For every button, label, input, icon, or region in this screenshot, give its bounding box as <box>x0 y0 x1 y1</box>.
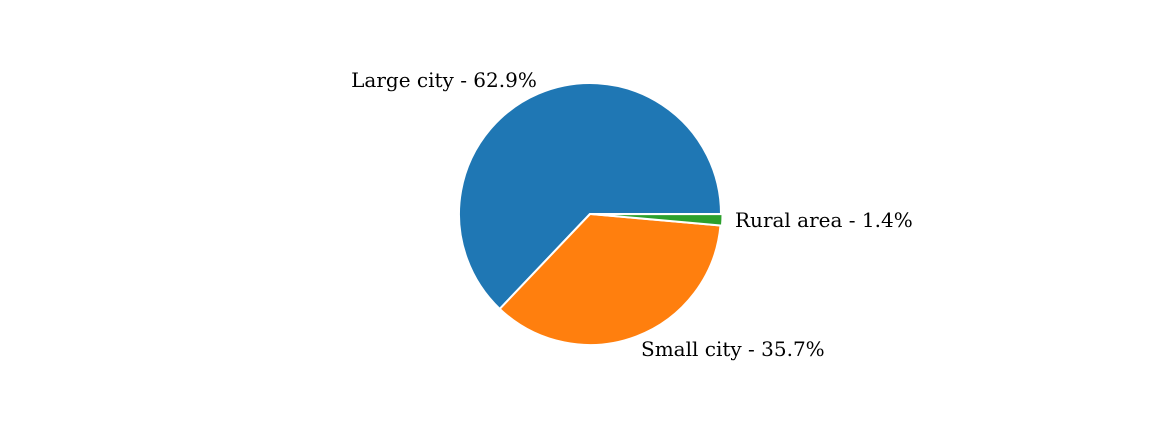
slice-label-rural-area: Rural area - 1.4% <box>735 208 913 232</box>
pie-labels: Large city - 62.9% Small city - 35.7% Ru… <box>351 68 913 361</box>
slice-label-small-city: Small city - 35.7% <box>641 337 825 361</box>
pie-slice-small-city <box>498 213 722 346</box>
slice-label-large-city: Large city - 62.9% <box>351 68 537 92</box>
pie-slices <box>458 82 724 346</box>
pie-slice-rural-area <box>590 213 724 227</box>
pie-slice-large-city <box>458 82 722 310</box>
